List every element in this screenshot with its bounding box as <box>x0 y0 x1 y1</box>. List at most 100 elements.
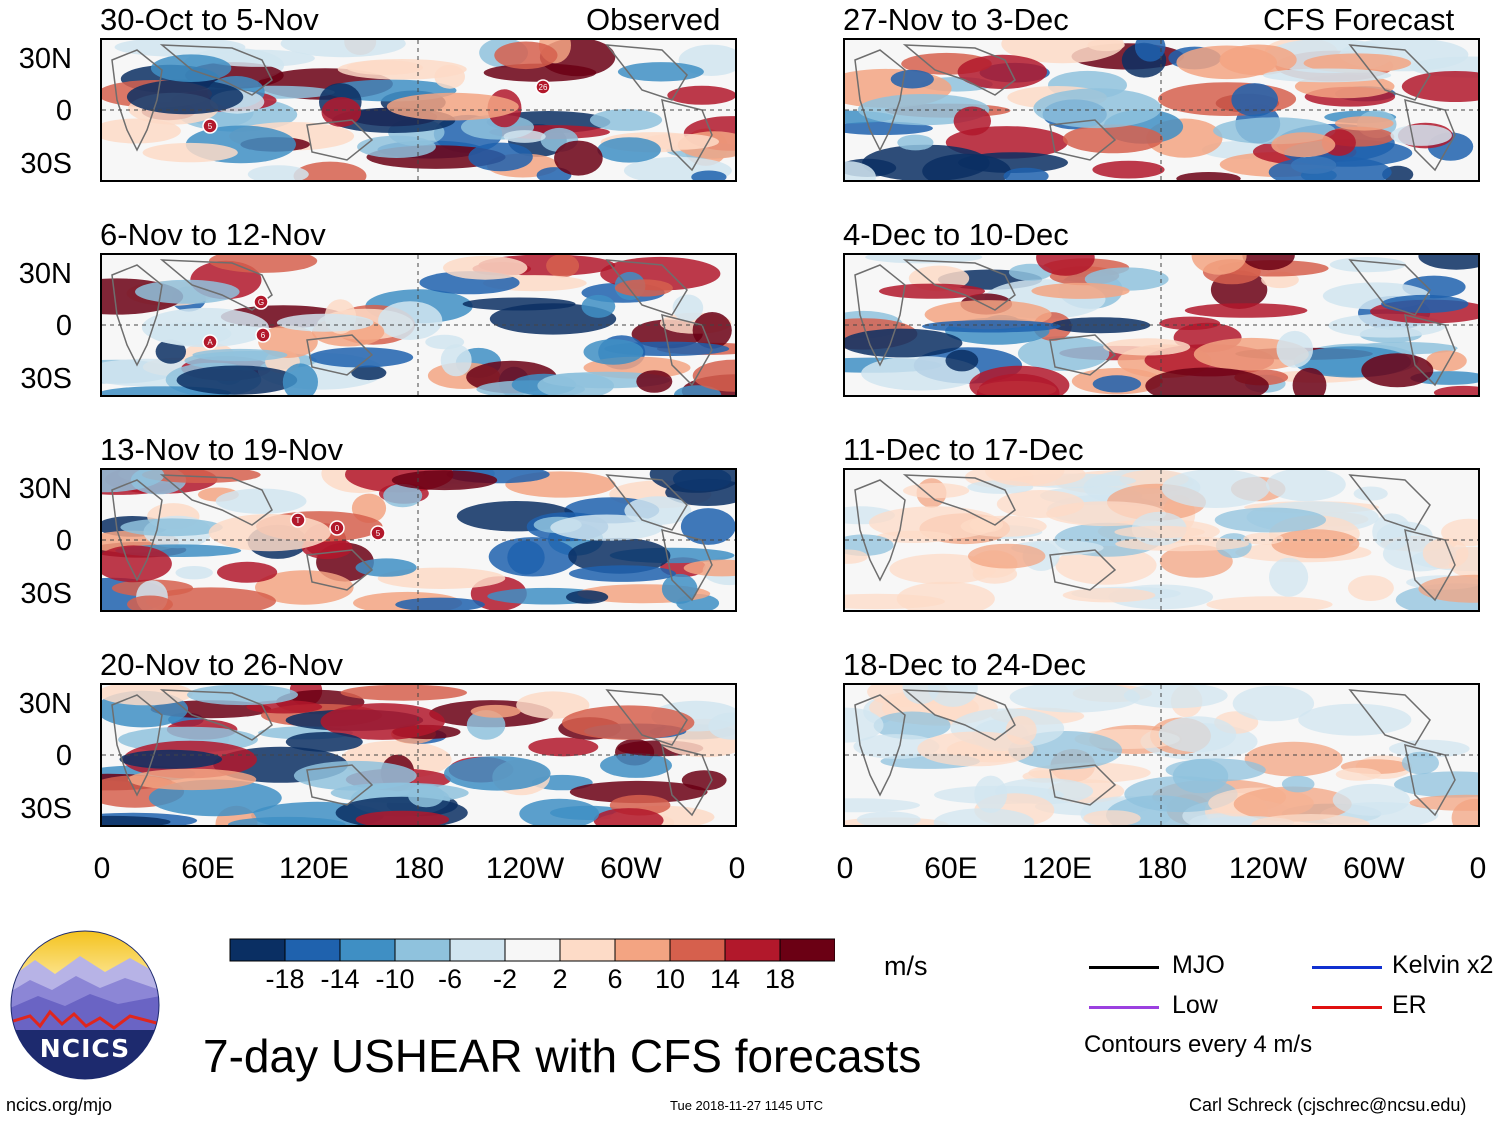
shear-blob <box>617 62 704 82</box>
shear-blob <box>562 705 695 740</box>
footer-timestamp: Tue 2018-11-27 1145 UTC <box>670 1098 823 1113</box>
coastline <box>902 44 1016 96</box>
ncics-logo-text: NCICS <box>39 1034 131 1063</box>
coastline <box>159 474 273 526</box>
shear-blob <box>1347 575 1394 601</box>
shear-blob <box>1008 263 1052 281</box>
shear-blob <box>1353 486 1388 501</box>
shear-blob <box>282 363 318 395</box>
colorbar-swatch <box>724 938 781 962</box>
storm-marker <box>329 520 345 536</box>
shear-blob <box>708 712 735 740</box>
shear-blob <box>215 488 307 514</box>
shear-blob <box>1266 470 1346 502</box>
legend-line-mjo <box>1089 966 1159 969</box>
shear-blob <box>873 711 951 740</box>
shear-blob <box>1033 88 1162 129</box>
shear-blob <box>355 558 417 577</box>
shear-blob <box>984 470 1065 487</box>
coastline <box>902 259 1016 311</box>
x-label: 60E <box>924 852 978 885</box>
footer-author[interactable]: Carl Schreck (cjschrec@ncsu.edu) <box>1189 1095 1467 1115</box>
colorbar-swatch <box>284 938 341 962</box>
shear-blob <box>1422 537 1469 569</box>
colorbar-swatch <box>229 938 286 962</box>
shear-blob <box>293 161 367 180</box>
coastline <box>1348 259 1431 316</box>
legend-label-kelvin: Kelvin x2 <box>1392 951 1494 979</box>
shear-blob <box>945 349 979 372</box>
shear-blob <box>208 514 331 552</box>
observed-panel-3-title: 13-Nov to 19-Nov <box>100 432 343 467</box>
shear-blob <box>1062 588 1156 603</box>
shear-blob <box>953 106 991 136</box>
shear-blob <box>1292 367 1327 395</box>
footer-url[interactable]: ncics.org/mjo <box>6 1095 113 1115</box>
coastline <box>902 474 1016 526</box>
shear-blob <box>649 470 735 493</box>
shear-blob <box>1281 775 1315 793</box>
shear-blob <box>1381 294 1469 314</box>
coastline <box>1049 764 1117 806</box>
shear-blob <box>1251 814 1370 825</box>
coastline <box>1049 549 1117 591</box>
shear-blob <box>1103 338 1191 356</box>
legend-label-mjo: MJO <box>1172 951 1225 979</box>
shear-blob <box>1159 316 1221 330</box>
y-label-30n: 30N <box>18 258 72 290</box>
coastline <box>605 474 688 531</box>
coastline <box>1348 44 1431 101</box>
shear-blob <box>889 553 997 585</box>
x-label: 0 <box>836 852 854 885</box>
colorbar-swatch <box>449 938 506 962</box>
shear-blob <box>503 130 546 143</box>
coastline <box>1049 334 1117 376</box>
coastline <box>1404 743 1456 817</box>
colorbar-swatch <box>779 938 836 962</box>
shear-blob <box>1031 282 1130 299</box>
shear-blob <box>862 144 990 180</box>
shear-blob <box>1172 758 1229 794</box>
colorbar-tick: -10 <box>375 964 415 994</box>
x-label: 60W <box>600 852 662 885</box>
legend-line-kelvin <box>1312 966 1382 969</box>
shear-blob <box>597 137 661 163</box>
storm-marker-label: A <box>207 338 213 347</box>
shear-blob <box>554 140 603 176</box>
map-panel-observed-1: 5 26 <box>100 38 737 182</box>
y-label-eq: 0 <box>55 310 72 342</box>
coastline <box>1404 98 1456 172</box>
coastline <box>1348 474 1431 531</box>
shear-blob <box>1389 739 1470 758</box>
shear-blob <box>1335 116 1394 131</box>
shear-blob <box>102 545 172 583</box>
colorbar-swatch <box>394 938 451 962</box>
shear-blob <box>1009 685 1140 713</box>
shear-blob <box>1276 330 1314 368</box>
shear-blob <box>1242 255 1295 271</box>
shear-blob <box>672 294 704 322</box>
colorbar-swatch <box>339 938 396 962</box>
shear-blob <box>568 537 671 574</box>
cfs-forecast-label: CFS Forecast <box>1263 2 1455 37</box>
shear-blob <box>462 297 576 311</box>
shear-blob <box>519 798 600 825</box>
x-label: 180 <box>1136 852 1188 885</box>
shear-blob <box>1263 68 1392 83</box>
x-label: 0 <box>1469 852 1487 885</box>
shear-blob <box>1092 375 1142 393</box>
colorbar-tick: -2 <box>492 964 517 994</box>
map-panel-forecast-1 <box>843 38 1480 182</box>
shear-blob <box>933 808 1035 825</box>
main-title: 7-day USHEAR with CFS forecasts <box>203 1030 922 1082</box>
shear-blob <box>890 69 934 89</box>
shear-blob <box>175 566 213 580</box>
shear-blob <box>383 483 423 508</box>
shear-blob <box>974 775 1008 813</box>
shear-blob <box>928 685 978 707</box>
shear-blob <box>537 372 614 395</box>
y-label-eq: 0 <box>55 95 72 127</box>
shear-blob <box>845 328 963 358</box>
shear-blob <box>1269 557 1309 597</box>
coastline <box>1404 528 1456 602</box>
